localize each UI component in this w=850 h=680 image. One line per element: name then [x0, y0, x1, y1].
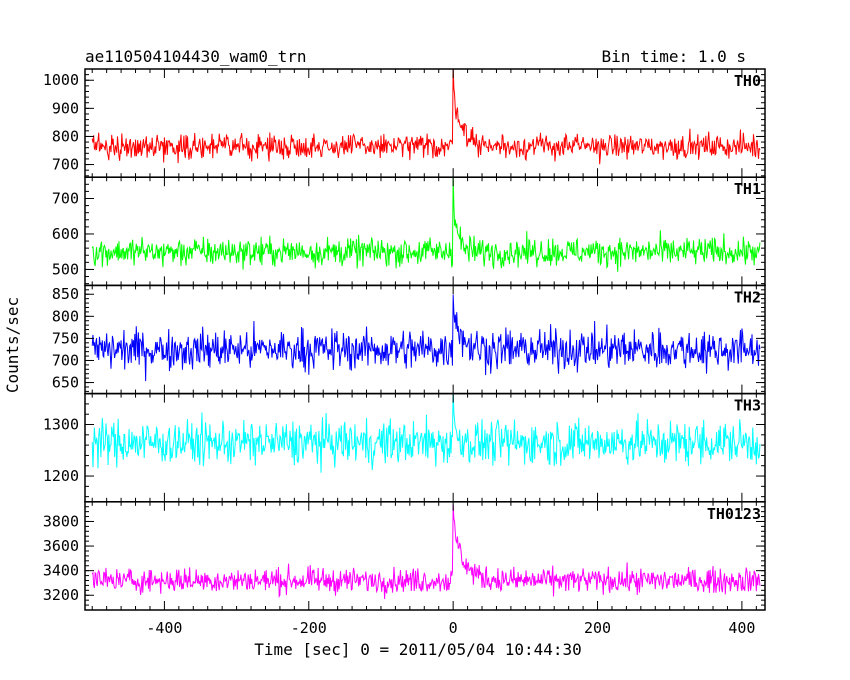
series-line-th3: [91, 393, 761, 473]
x-tick-label: -400: [146, 619, 182, 637]
y-tick-label: 850: [52, 285, 79, 303]
series-line-th2: [91, 294, 761, 382]
series-line-th1: [91, 177, 761, 272]
x-tick-label: 400: [728, 619, 755, 637]
y-tick-label: 1200: [43, 467, 79, 485]
y-axis-title: Counts/sec: [3, 297, 22, 393]
x-tick-label: -200: [291, 619, 327, 637]
y-tick-label: 3800: [43, 512, 79, 530]
y-tick-label: 900: [52, 99, 79, 117]
y-tick-label: 800: [52, 127, 79, 145]
panel-th0123: 3200 3400 3600 3800 TH0123: [43, 501, 766, 611]
y-tick-label: 3400: [43, 562, 79, 580]
y-tick-label: 1300: [43, 416, 79, 434]
y-tick-label: 3200: [43, 586, 79, 604]
x-tick-label: 200: [584, 619, 611, 637]
panel-frame: [84, 284, 766, 395]
panel-name-label: TH0: [734, 72, 761, 90]
panels-group: 700 800 900 1000 TH0 500 600 700 TH1 650 700 750 800…: [43, 68, 766, 637]
panel-name-label: TH2: [734, 288, 761, 306]
y-tick-label: 1000: [43, 71, 79, 89]
y-tick-label: 750: [52, 329, 79, 347]
y-tick-label: 800: [52, 307, 79, 325]
x-axis-title: Time [sec] 0 = 2011/05/04 10:44:30: [254, 640, 582, 659]
y-tick-label: 700: [52, 351, 79, 369]
y-tick-label: 3600: [43, 537, 79, 555]
panel-frame: [84, 68, 766, 178]
y-tick-label: 700: [52, 156, 79, 174]
y-tick-label: 700: [52, 189, 79, 207]
y-tick-label: 500: [52, 260, 79, 278]
panel-name-label: TH1: [734, 180, 761, 198]
y-tick-label: 600: [52, 225, 79, 243]
panel-frame: [84, 176, 766, 287]
series-line-th0123: [91, 504, 761, 599]
chart-title: ae110504104430_wam0_trn: [85, 47, 307, 66]
panel-th1: 500 600 700 TH1: [52, 176, 766, 287]
panel-th3: 1200 1300 TH3: [43, 392, 766, 503]
panel-name-label: TH3: [734, 397, 761, 415]
bin-time-label: Bin time: 1.0 s: [602, 47, 747, 66]
panel-name-label: TH0123: [707, 505, 761, 523]
y-tick-label: 650: [52, 374, 79, 392]
panel-frame: [84, 501, 766, 611]
x-tick-label: 0: [449, 619, 458, 637]
panel-th2: 650 700 750 800 850 TH2: [52, 284, 766, 395]
panel-th0: 700 800 900 1000 TH0: [43, 68, 766, 178]
series-line-th0: [91, 69, 761, 165]
